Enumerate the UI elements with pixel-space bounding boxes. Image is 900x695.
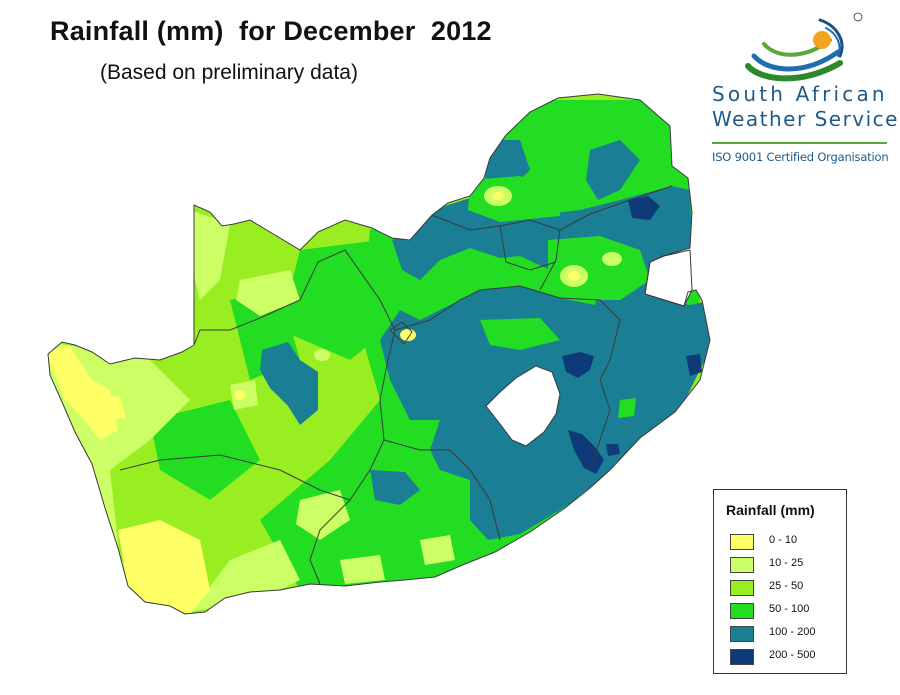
legend-label: 10 - 25 (769, 557, 804, 569)
rainfall-class-200-500-area (562, 352, 594, 378)
org-name-line1: South African (712, 82, 888, 106)
legend-swatch (730, 603, 754, 619)
south-africa-outline (47, 93, 711, 615)
rainfall-spot (400, 329, 416, 341)
rainfall-spot (234, 390, 246, 400)
rainfall-class-10-25-area (420, 535, 455, 565)
rainfall-class-200-500-area (686, 354, 702, 376)
rainfall-class-10-25-area (296, 490, 350, 540)
saws-logo (745, 12, 863, 82)
logo-divider (712, 142, 887, 144)
rainfall-spot (568, 271, 580, 281)
rainfall-class-100-200-area (586, 140, 640, 200)
legend-label: 50 - 100 (769, 603, 810, 615)
legend-swatch (730, 649, 754, 665)
rainfall-class-200-500-area (606, 444, 620, 456)
map-legend: Rainfall (mm) 0 - 10 10 - 25 25 - 50 50 … (713, 489, 847, 674)
legend-label: 0 - 10 (769, 534, 798, 546)
rainfall-class-200-500-area (628, 196, 660, 220)
rainfall-spot (314, 349, 330, 361)
legend-label: 25 - 50 (769, 580, 804, 592)
rainfall-class-100-200-area (370, 470, 420, 505)
rainfall-surface (48, 94, 710, 614)
legend-label: 100 - 200 (769, 626, 816, 638)
legend-swatch (730, 580, 754, 596)
rainfall-class-50-100-area (480, 318, 560, 350)
rainfall-class-200-500-area (568, 430, 604, 474)
rainfall-spot (602, 252, 622, 266)
legend-title: Rainfall (mm) (726, 502, 815, 518)
rainfall-class-10-25-area (190, 210, 230, 300)
lesotho-area (485, 365, 561, 447)
rainfall-class-10-25-area (340, 555, 385, 584)
rainfall-class-0-10-area (90, 396, 126, 422)
rainfall-spot (492, 192, 504, 200)
rainfall-class-50-100-area (280, 240, 400, 360)
registered-mark-icon (853, 12, 863, 22)
iso-certification: ISO 9001 Certified Organisation (712, 150, 889, 164)
org-name-line2: Weather Service (712, 107, 899, 131)
provincial-boundaries (119, 185, 673, 585)
rainfall-class-0-10-area (118, 520, 210, 614)
map-subtitle: (Based on preliminary data) (100, 61, 358, 84)
map-title: Rainfall (mm) for December 2012 (50, 16, 492, 46)
rainfall-class-50-100-area (150, 400, 260, 500)
legend-swatch (730, 557, 754, 573)
logo-swirl-icon (745, 18, 844, 82)
legend-swatch (730, 534, 754, 550)
legend-label: 200 - 500 (769, 649, 816, 661)
rainfall-class-50-100-area (618, 398, 636, 418)
rainfall-class-10-25-area (236, 270, 300, 316)
rainfall-class-100-200-area (260, 342, 318, 425)
legend-swatch (730, 626, 754, 642)
